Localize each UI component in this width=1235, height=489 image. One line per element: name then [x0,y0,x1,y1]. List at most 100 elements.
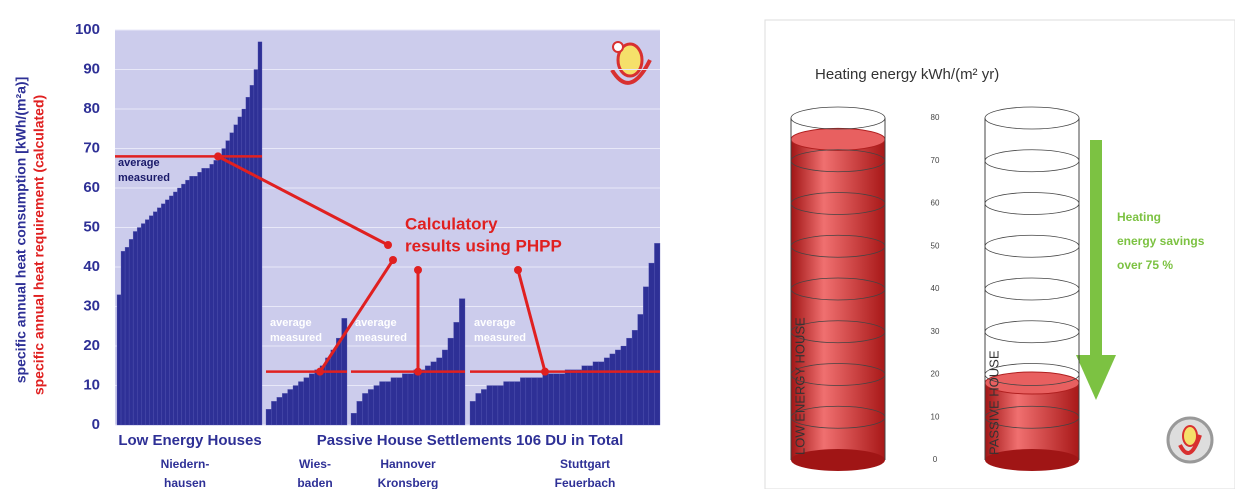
bar [492,385,499,426]
bar [570,369,577,426]
bar [525,377,532,426]
bar [265,409,272,426]
bar [603,357,610,426]
bar [356,401,363,426]
bar [379,381,386,426]
bar [648,262,655,426]
bar [542,373,549,426]
bar [620,345,627,426]
bar [282,393,288,426]
bar [271,401,277,426]
cylinder-base [791,449,885,471]
bar [390,377,397,426]
section-label: Low Energy Houses [118,432,261,449]
bar [436,357,443,426]
y-tick-label: 20 [931,370,940,379]
bar [149,215,154,426]
savings-text: Heating [1117,210,1161,224]
average-label: measured [474,332,526,344]
y-tick-label: 0 [933,455,938,464]
bar [124,247,130,426]
group-label: Hannover [380,457,436,471]
group-label: Niedern- [161,457,210,471]
bar [396,377,403,426]
average-label: measured [355,332,407,344]
average-label: average [118,157,160,169]
y-tick-label: 10 [931,412,940,421]
bar [609,353,616,426]
bar [253,69,259,426]
bar [453,322,460,426]
cylinder-base [985,449,1079,471]
bar [185,179,190,426]
average-label: measured [270,332,322,344]
bar [407,373,414,426]
bar [229,132,234,426]
logo [610,41,652,85]
bar [287,389,294,426]
bar [209,164,214,426]
bar [367,389,374,426]
bar [481,389,487,426]
bar [350,412,357,426]
callout-dot [414,367,422,376]
group-label: Feuerbach [555,476,616,489]
bar [116,294,122,426]
y-axis-label-2: specific annual heat requirement (calcul… [31,95,47,395]
savings-text: energy savings [1117,234,1205,248]
bar [424,365,431,426]
y-tick-label: 80 [83,100,100,117]
bar [233,124,238,426]
bar [257,41,263,426]
bar [189,175,194,426]
y-tick-label: 60 [931,199,940,208]
callout-dot [316,367,324,376]
bar [514,381,521,426]
callout-line [516,269,547,373]
callout-dot [414,266,422,274]
bar [637,314,644,426]
y-tick-label: 90 [83,60,100,77]
bar [447,337,454,426]
y-tick-label: 50 [931,241,940,250]
average-label: average [355,317,397,329]
bar [213,160,218,426]
bar [442,349,449,426]
bar [128,239,134,426]
bar [169,195,174,426]
bar [373,385,380,426]
bar [325,357,331,426]
bar [615,349,622,426]
bar [486,385,493,426]
group-label: Stuttgart [560,457,610,471]
callout-dot [384,241,392,249]
y-tick-label: 70 [83,139,100,156]
bar [181,183,186,426]
bar [309,373,315,426]
bar [157,207,162,426]
y-tick-label: 30 [83,297,100,314]
bar [249,85,255,426]
bar [459,298,466,426]
bar [385,381,392,426]
bar [548,373,554,426]
category-label: PASSIVE HOUSE [986,350,1001,455]
bar [205,168,210,426]
bar [508,381,515,426]
bar [161,203,166,426]
bar [402,373,409,426]
bar [520,377,527,426]
bar [581,365,588,426]
section-label: Passive House Settlements 106 DU in Tota… [317,432,624,449]
y-tick-label: 40 [83,258,100,275]
bar [330,349,337,426]
bar [217,156,222,426]
y-tick-label: 60 [83,179,100,196]
callout-dot [214,152,222,161]
callout-dot [541,367,549,376]
bar [553,373,560,426]
bar [587,365,594,426]
cylinder-top [790,127,886,151]
bar [336,337,342,426]
y-axis-label: specific annual heat consumption [kWh/(m… [13,77,29,383]
